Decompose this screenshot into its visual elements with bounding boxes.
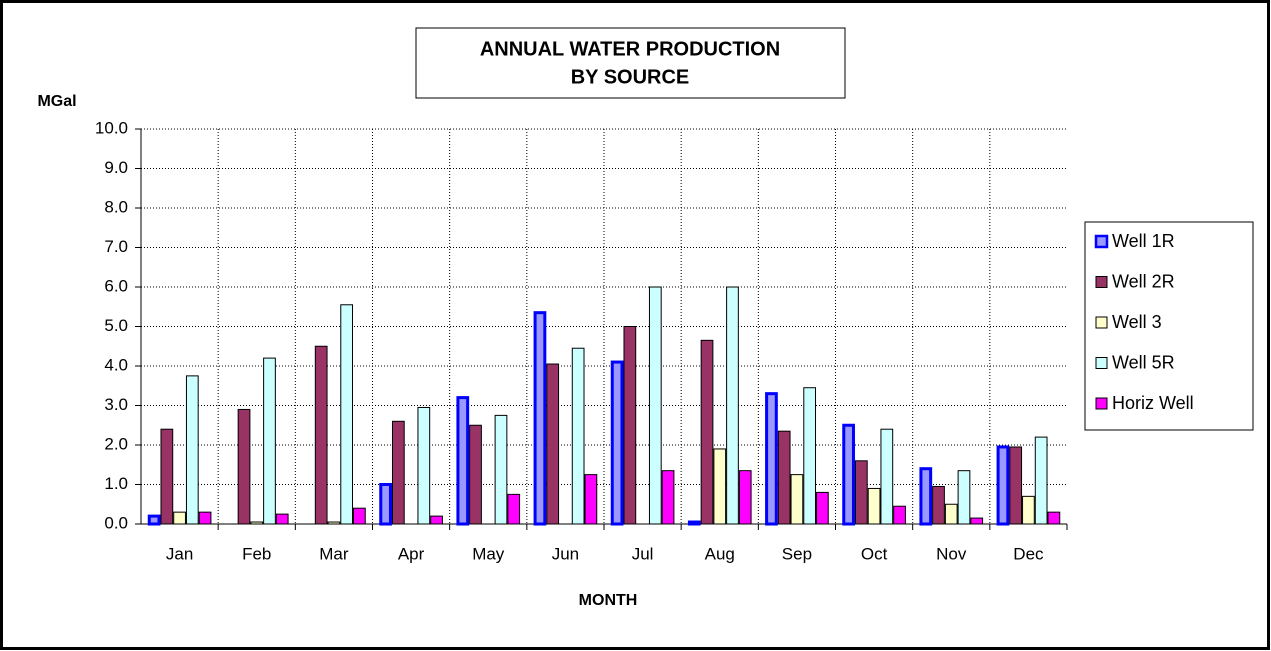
bar: [417, 406, 431, 525]
bar: [494, 414, 508, 525]
y-tick-label: 10.0: [95, 118, 128, 137]
y-tick-label: 5.0: [104, 316, 128, 335]
x-tick-label: Dec: [1013, 544, 1044, 563]
bar: [803, 387, 817, 525]
bar: [147, 514, 161, 526]
bar: [648, 286, 662, 525]
bar: [353, 507, 366, 525]
x-tick-label: Jul: [632, 544, 654, 563]
x-axis-label: MONTH: [579, 592, 638, 609]
x-tick-label: May: [472, 544, 505, 563]
bar: [1009, 446, 1023, 525]
bar: [456, 396, 470, 526]
legend-label: Well 5R: [1112, 352, 1175, 372]
x-tick-label: Sep: [782, 544, 812, 563]
y-tick-label: 9.0: [104, 158, 128, 177]
bar: [700, 339, 714, 525]
bar: [867, 487, 881, 525]
bar: [584, 474, 598, 525]
legend-label: Well 2R: [1112, 271, 1175, 291]
y-tick-label: 6.0: [104, 276, 128, 295]
y-tick-label: 0.0: [104, 513, 128, 532]
bar: [263, 357, 276, 525]
bar: [893, 505, 906, 525]
bar: [314, 345, 328, 525]
bar: [185, 375, 199, 525]
bar: [546, 363, 560, 525]
legend-label: Horiz Well: [1112, 393, 1194, 413]
bar: [661, 470, 675, 525]
bar: [854, 460, 868, 525]
legend-box: [1084, 221, 1254, 431]
bar: [275, 513, 289, 525]
legend-swatch: [1094, 234, 1109, 249]
bar: [198, 511, 212, 525]
bar: [790, 474, 804, 525]
legend-swatch: [1095, 276, 1108, 288]
bar: [738, 470, 752, 525]
bar: [842, 423, 855, 526]
chart-subtitle: BY SOURCE: [571, 66, 690, 88]
bar: [623, 326, 637, 525]
bar: [816, 491, 829, 525]
bar: [237, 408, 251, 525]
x-tick-label: Apr: [398, 544, 425, 563]
title-box: [415, 27, 846, 99]
chart-title: ANNUAL WATER PRODUCTION: [480, 38, 780, 60]
y-tick-label: 3.0: [104, 395, 128, 414]
bar: [469, 424, 482, 525]
y-tick-label: 7.0: [104, 237, 128, 256]
bar: [391, 420, 405, 525]
x-tick-label: Jun: [552, 544, 579, 563]
bar: [957, 470, 971, 525]
x-tick-label: Mar: [319, 544, 349, 563]
bar: [327, 521, 341, 525]
bar: [777, 430, 791, 525]
y-tick-label: 2.0: [104, 434, 128, 453]
bar: [880, 428, 894, 525]
bar: [944, 503, 958, 525]
x-tick-label: Oct: [861, 544, 888, 563]
x-tick-label: Jan: [166, 544, 193, 563]
bar: [610, 360, 624, 526]
bar: [571, 347, 585, 525]
bar: [726, 286, 739, 525]
bar: [533, 311, 547, 526]
bar: [919, 467, 933, 526]
bar: [507, 493, 521, 525]
x-tick-label: Feb: [242, 544, 271, 563]
y-axis-label: MGal: [37, 93, 76, 110]
bar: [430, 515, 443, 525]
bar: [173, 511, 186, 525]
bar: [1022, 495, 1035, 525]
legend-swatch: [1095, 357, 1108, 369]
bar: [379, 483, 392, 526]
y-tick-label: 4.0: [104, 355, 128, 374]
bar: [765, 392, 778, 526]
bar: [713, 448, 727, 525]
bar: [1034, 436, 1048, 525]
bar: [687, 520, 701, 526]
legend-swatch: [1095, 316, 1108, 329]
bar: [1047, 511, 1061, 525]
y-tick-label: 8.0: [104, 197, 128, 216]
x-tick-label: Aug: [705, 544, 735, 563]
bar: [970, 517, 984, 525]
bar: [340, 304, 354, 525]
legend-label: Well 1R: [1112, 231, 1175, 251]
legend-swatch: [1095, 397, 1108, 410]
bar: [996, 445, 1010, 526]
bar: [932, 485, 945, 525]
legend-label: Well 3: [1112, 312, 1162, 332]
bar: [160, 428, 174, 525]
y-tick-label: 1.0: [104, 474, 128, 493]
x-tick-label: Nov: [936, 544, 967, 563]
bar: [250, 521, 264, 525]
